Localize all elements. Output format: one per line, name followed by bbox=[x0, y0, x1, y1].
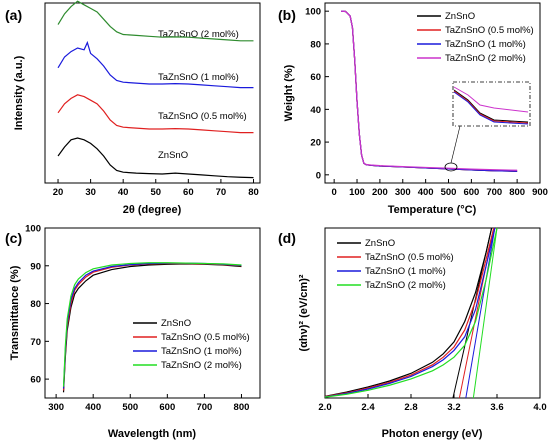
panel-b-inset bbox=[444, 81, 531, 172]
panel-a-ylabel: Intensity (a.u.) bbox=[13, 55, 25, 130]
panel-a-xtick-label: 40 bbox=[118, 187, 129, 198]
panel-b-xtick-label: 600 bbox=[463, 187, 479, 198]
panel-d-tangent-line bbox=[472, 227, 498, 399]
inset-curve-2mol bbox=[453, 86, 529, 113]
panel-c-ytick-label: 80 bbox=[30, 299, 41, 310]
panel-b-ytick-label: 100 bbox=[305, 7, 321, 18]
panel-d-xtick-label: 2.4 bbox=[361, 402, 375, 413]
panel-c-legend-label: TaZnSnO (1 mol%) bbox=[161, 346, 242, 357]
panel-d-series-znsno bbox=[324, 227, 493, 397]
panel-b-ytick-label: 0 bbox=[316, 170, 321, 181]
panel-d-frame bbox=[324, 227, 541, 399]
panel-c-ylabel: Transmittance (%) bbox=[9, 265, 21, 360]
plot-layer: 20 30 40 50 60 70 80 0 100 200 300 400 500 600 700 800 9… bbox=[25, 0, 548, 413]
panel-d-series-taznsno-0-5-mol bbox=[324, 227, 495, 398]
panel-b-xlabel: Temperature (°C) bbox=[388, 204, 477, 216]
panel-b-ytick-label: 20 bbox=[310, 138, 321, 149]
inset-zoom-ellipse bbox=[444, 162, 458, 172]
panel-b-legend-label: TaZnSnO (2 mol%) bbox=[445, 53, 526, 64]
panel-a-xtick-label: 60 bbox=[183, 187, 194, 198]
panel-d-legend-label: TaZnSnO (1 mol%) bbox=[365, 266, 446, 277]
panel-d-xtick-label: 4.0 bbox=[533, 402, 546, 413]
panel-a-series-znsno bbox=[57, 137, 254, 179]
panel-a-frame bbox=[44, 2, 261, 184]
panel-c-xtick-label: 500 bbox=[122, 402, 138, 413]
panel-d-series-taznsno-1-mol bbox=[324, 227, 496, 398]
panel-d-label: (d) bbox=[278, 230, 296, 246]
panel-b-ytick-label: 40 bbox=[310, 105, 321, 116]
panel-a-xtick-label: 50 bbox=[150, 187, 161, 198]
panel-b-xtick-label: 900 bbox=[532, 187, 548, 198]
panel-b-xtick-label: 200 bbox=[372, 187, 388, 198]
panel-c-xtick-label: 700 bbox=[196, 402, 212, 413]
panel-a-series-taznsno-2-mol bbox=[57, 0, 254, 42]
panel-c-xtick-label: 800 bbox=[234, 402, 250, 413]
panel-a-series-taznsno-1-mol bbox=[57, 40, 254, 89]
panel-a-label-05mol: TaZnSnO (0.5 mol%) bbox=[158, 111, 247, 122]
panel-d-xtick-label: 2.0 bbox=[318, 402, 331, 413]
panel-c-xtick-label: 300 bbox=[48, 402, 64, 413]
panel-d-xtick-label: 3.6 bbox=[490, 402, 503, 413]
panel-c-label: (c) bbox=[5, 230, 22, 246]
panel-a-label-1mol: TaZnSnO (1 mol%) bbox=[158, 72, 239, 83]
panel-c-ytick-label: 90 bbox=[30, 261, 41, 272]
panel-d-xtick-label: 2.8 bbox=[404, 402, 417, 413]
panel-b-xtick-label: 0 bbox=[332, 187, 337, 198]
panel-c-xtick-label: 400 bbox=[85, 402, 101, 413]
inset-pointer bbox=[450, 125, 461, 164]
panel-c-ytick-label: 100 bbox=[25, 224, 41, 235]
panel-a-xlabel: 2θ (degree) bbox=[123, 204, 182, 216]
panel-c-legend-label: TaZnSnO (0.5 mol%) bbox=[161, 332, 250, 343]
panel-d-legend-label: ZnSnO bbox=[365, 238, 395, 249]
panel-c-legend-label: TaZnSnO (2 mol%) bbox=[161, 360, 242, 371]
panel-d-tangent-line bbox=[465, 227, 496, 399]
panel-b-xtick-label: 700 bbox=[486, 187, 502, 198]
panel-d-ylabel: (αhν)² (eV/cm)² bbox=[298, 274, 310, 351]
panel-b-frame bbox=[324, 2, 541, 184]
inset-curve-05mol bbox=[453, 90, 529, 124]
panel-d-xlabel: Photon energy (eV) bbox=[382, 428, 483, 440]
panel-c-series-taznsno-0-5-mol bbox=[62, 262, 242, 391]
panel-d-series-taznsno-2-mol bbox=[324, 227, 498, 398]
panel-a-xtick-label: 20 bbox=[53, 187, 64, 198]
inset-curve-znsno bbox=[453, 89, 529, 123]
panel-a-label-znsno: ZnSnO bbox=[158, 150, 188, 161]
panel-b-legend-label: TaZnSnO (0.5 mol%) bbox=[445, 25, 534, 36]
panel-a-label-2mol: TaZnSnO (2 mol%) bbox=[158, 29, 239, 40]
panel-b-xtick-label: 500 bbox=[441, 187, 457, 198]
panel-c-legend-label: ZnSnO bbox=[161, 318, 191, 329]
panel-b-ytick-label: 80 bbox=[310, 39, 321, 50]
panel-c-ytick-label: 60 bbox=[30, 375, 41, 386]
panel-b-legend-label: TaZnSnO (1 mol%) bbox=[445, 39, 526, 50]
panel-c-frame bbox=[44, 227, 261, 399]
panel-d-xtick-label: 3.2 bbox=[447, 402, 460, 413]
panel-a-xtick-label: 30 bbox=[85, 187, 96, 198]
panel-a-label: (a) bbox=[5, 7, 22, 23]
panel-a-xtick-label: 80 bbox=[248, 187, 259, 198]
panel-c-series-znsno bbox=[62, 263, 242, 393]
panel-b-ylabel: Weight (%) bbox=[283, 64, 295, 121]
panel-c-xtick-label: 600 bbox=[159, 402, 175, 413]
panel-b-xtick-label: 800 bbox=[509, 187, 525, 198]
panel-c-ytick-label: 70 bbox=[30, 337, 41, 348]
panel-b-ytick-label: 60 bbox=[310, 72, 321, 83]
inset-curve-1mol bbox=[453, 91, 529, 125]
panel-b-xtick-label: 400 bbox=[418, 187, 434, 198]
panel-c-xlabel: Wavelength (nm) bbox=[108, 428, 197, 440]
panel-b-series-taznsno-2-mol bbox=[340, 10, 518, 171]
panel-b-xtick-label: 100 bbox=[349, 187, 365, 198]
panel-b-xtick-label: 300 bbox=[395, 187, 411, 198]
panel-a-xtick-label: 70 bbox=[216, 187, 227, 198]
panel-b-legend-label: ZnSnO bbox=[445, 11, 475, 22]
panel-b-label: (b) bbox=[278, 7, 296, 23]
panel-d-legend-label: TaZnSnO (2 mol%) bbox=[365, 280, 446, 291]
panel-a-series-taznsno-0-5-mol bbox=[57, 94, 254, 134]
panel-d-legend-label: TaZnSnO (0.5 mol%) bbox=[365, 252, 454, 263]
panel-c-series-taznsno-2-mol bbox=[62, 262, 242, 387]
